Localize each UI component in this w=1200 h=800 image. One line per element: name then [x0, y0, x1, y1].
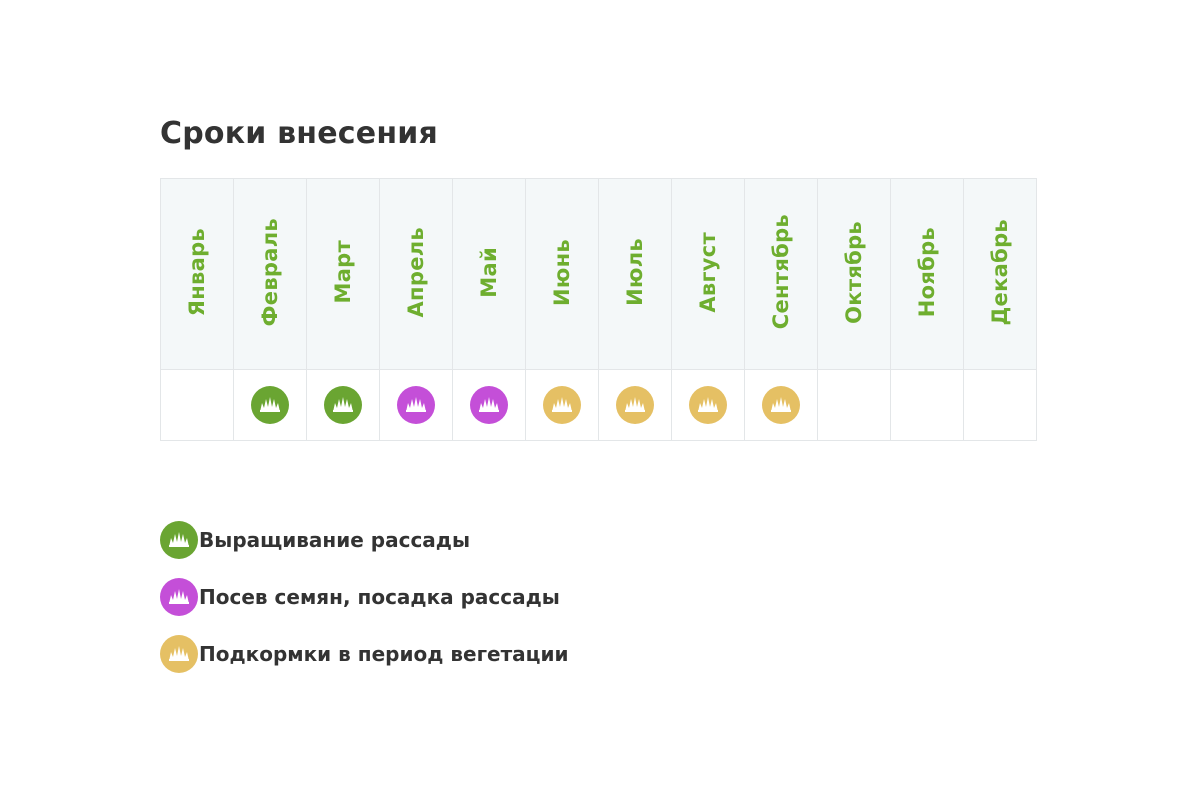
grass-icon: [616, 386, 654, 424]
legend-item-feeding: Подкормки в период вегетации: [160, 634, 569, 674]
month-cell: [233, 369, 307, 441]
legend-item-sowing: Посев семян, посадка рассады: [160, 577, 569, 617]
activity-row: [160, 369, 1037, 441]
grass-icon: [160, 635, 198, 673]
grass-icon: [160, 578, 198, 616]
legend: Выращивание рассады Посев семян, посадка…: [160, 520, 569, 691]
month-header-august: Август: [671, 178, 745, 370]
month-cell: [306, 369, 380, 441]
month-header-march: Март: [306, 178, 380, 370]
month-cell: [963, 369, 1037, 441]
month-header-november: Ноябрь: [890, 178, 964, 370]
month-label: Сентябрь: [769, 214, 793, 330]
page-title: Сроки внесения: [160, 116, 438, 151]
grass-icon: [543, 386, 581, 424]
month-cell: [452, 369, 526, 441]
month-header-february: Февраль: [233, 178, 307, 370]
month-cell: [379, 369, 453, 441]
month-cell: [160, 369, 234, 441]
grass-icon: [160, 521, 198, 559]
month-header-october: Октябрь: [817, 178, 891, 370]
month-label: Апрель: [404, 226, 428, 318]
month-header-september: Сентябрь: [744, 178, 818, 370]
month-label: Май: [477, 246, 501, 298]
month-label: Декабрь: [988, 218, 1012, 326]
month-label: Январь: [185, 227, 209, 317]
grass-icon: [470, 386, 508, 424]
month-header-june: Июнь: [525, 178, 599, 370]
month-label: Август: [696, 231, 720, 313]
month-header-may: Май: [452, 178, 526, 370]
month-label: Июль: [623, 238, 647, 306]
month-header-april: Апрель: [379, 178, 453, 370]
month-cell: [890, 369, 964, 441]
month-label: Март: [331, 240, 355, 304]
months-header-row: Январь Февраль Март Апрель Май Июнь Июль…: [160, 178, 1037, 370]
grass-icon: [251, 386, 289, 424]
month-label: Октябрь: [842, 220, 866, 324]
application-schedule-table: Январь Февраль Март Апрель Май Июнь Июль…: [160, 178, 1037, 441]
legend-label: Выращивание рассады: [199, 528, 471, 552]
month-header-december: Декабрь: [963, 178, 1037, 370]
grass-icon: [689, 386, 727, 424]
grass-icon: [324, 386, 362, 424]
grass-icon: [397, 386, 435, 424]
month-cell: [598, 369, 672, 441]
month-header-july: Июль: [598, 178, 672, 370]
month-cell: [744, 369, 818, 441]
month-label: Ноябрь: [915, 226, 939, 318]
month-header-january: Январь: [160, 178, 234, 370]
month-label: Февраль: [258, 217, 282, 327]
month-cell: [525, 369, 599, 441]
legend-item-seedling: Выращивание рассады: [160, 520, 569, 560]
month-label: Июнь: [550, 238, 574, 306]
grass-icon: [762, 386, 800, 424]
month-cell: [817, 369, 891, 441]
legend-label: Посев семян, посадка рассады: [199, 585, 560, 609]
legend-label: Подкормки в период вегетации: [199, 642, 569, 666]
month-cell: [671, 369, 745, 441]
